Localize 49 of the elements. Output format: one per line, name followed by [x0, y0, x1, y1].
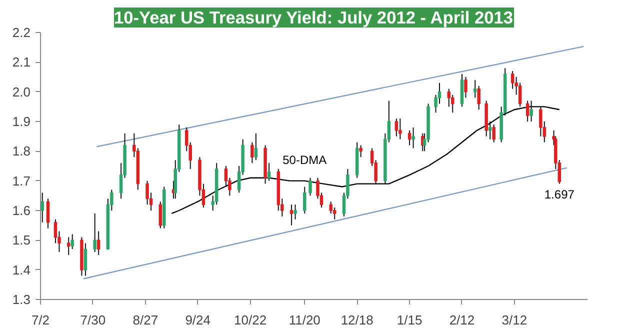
candlestick: [492, 124, 496, 143]
x-tick-label: 11/20: [288, 312, 320, 328]
candlestick: [93, 212, 96, 253]
candlestick: [290, 204, 294, 226]
x-tick-label: 2/12: [449, 312, 475, 328]
candlestick: [530, 100, 533, 122]
annotation: 1.697: [544, 188, 575, 202]
y-tick-label: 1.6: [12, 203, 31, 218]
candlestick: [46, 198, 50, 229]
y-tick-label: 1.3: [12, 292, 31, 307]
y-tick-label: 1.7: [12, 173, 31, 188]
candlestick: [412, 126, 415, 149]
candlestick: [394, 118, 398, 137]
x-tick-label: 3/12: [502, 312, 528, 328]
candlestick: [96, 230, 100, 256]
y-tick-label: 2.0: [12, 84, 31, 100]
candlestick: [488, 121, 492, 140]
x-tick-label: 1/15: [396, 312, 422, 328]
candlestick: [526, 100, 530, 122]
x-tick-label: 7/2: [31, 312, 50, 328]
candlestick: [254, 132, 258, 161]
x-tick-label: 10/22: [234, 312, 267, 328]
y-tick-label: 2.1: [12, 54, 31, 70]
candlestick: [460, 74, 464, 108]
candlestick: [84, 242, 88, 276]
candlestick: [40, 192, 44, 223]
x-tick-label: 9/24: [185, 312, 211, 328]
candlestick: [408, 130, 412, 146]
candlestick: [308, 177, 312, 196]
candlestick: [510, 70, 514, 90]
candlestick: [267, 162, 271, 182]
y-tick-label: 1.9: [12, 114, 31, 129]
candlestick: [66, 236, 70, 256]
series-label: 50-DMA: [282, 152, 327, 167]
x-tick-label: 12/18: [340, 312, 374, 328]
y-tick-label: 2.2: [12, 25, 31, 40]
candlestick: [398, 118, 402, 140]
chart-title: 10-Year US Treasury Yield: July 2012 - April 2013: [114, 8, 514, 28]
y-tick-label: 1.5: [12, 232, 31, 248]
y-tick-label: 1.4: [12, 262, 31, 278]
candlestick: [464, 76, 468, 98]
x-tick-label: 7/30: [80, 312, 106, 328]
x-tick-label: 8/27: [132, 312, 158, 328]
candlestick: [294, 204, 297, 220]
y-tick-label: 1.8: [12, 144, 31, 159]
candlestick: [158, 201, 162, 229]
candlestick: [359, 144, 362, 158]
candlestick: [303, 186, 306, 214]
candlestick: [473, 79, 477, 98]
